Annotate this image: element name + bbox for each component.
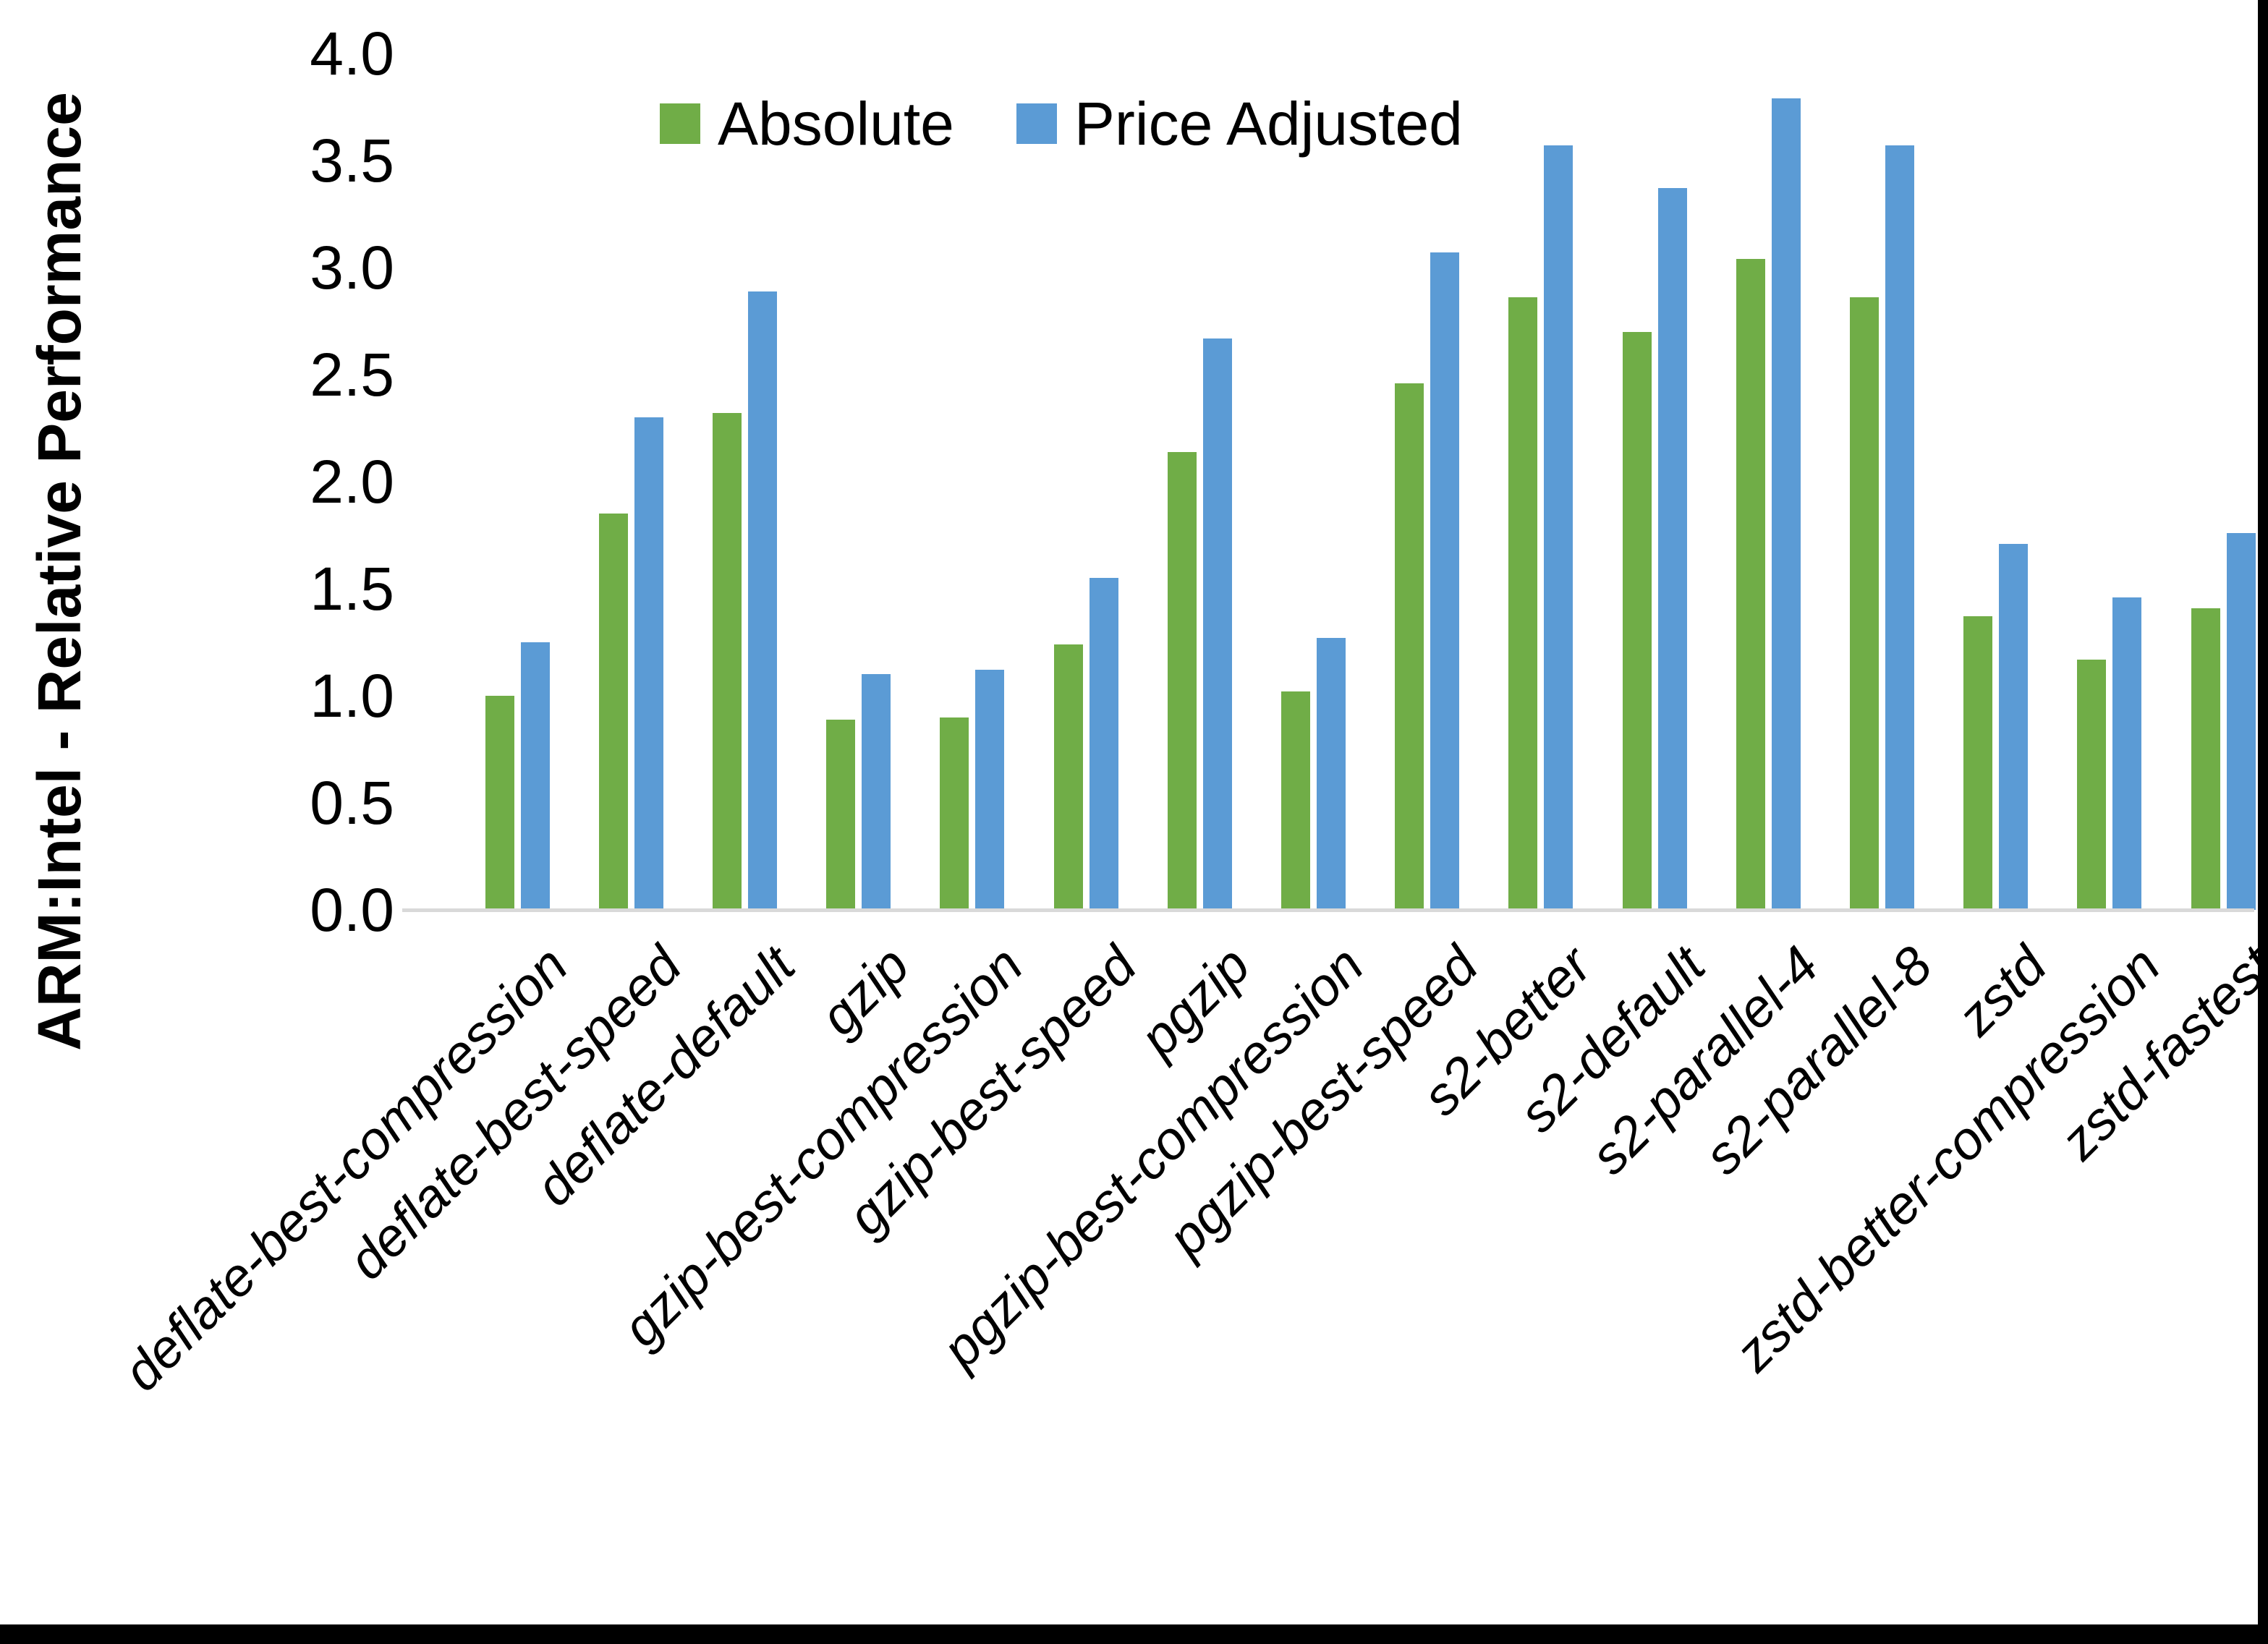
legend-swatch-absolute: [660, 103, 700, 144]
bar-price-adjusted: [975, 670, 1005, 910]
bar-absolute: [1395, 383, 1424, 910]
bar-absolute: [1963, 616, 1993, 910]
y-axis-tick-label: 1.0: [310, 662, 394, 730]
window-edge-bottom: [0, 1624, 2268, 1644]
bar-price-adjusted: [1771, 98, 1801, 910]
legend-label-absolute: Absolute: [718, 90, 954, 158]
bar-absolute: [1622, 332, 1652, 910]
bar-price-adjusted: [1202, 338, 1232, 910]
y-axis-tick-label: 2.5: [310, 341, 394, 409]
y-axis-tick-label: 1.5: [310, 555, 394, 623]
bar-price-adjusted: [520, 642, 550, 910]
y-axis-tick-label: 2.0: [310, 448, 394, 516]
bar-absolute: [712, 413, 742, 910]
bar-absolute: [1849, 297, 1879, 910]
y-axis-title: ARM:Intel - Relative Performance: [25, 92, 93, 1051]
bar-price-adjusted: [2226, 533, 2256, 910]
bar-price-adjusted: [1544, 145, 1573, 910]
bar-absolute: [1508, 297, 1538, 910]
bar-price-adjusted: [862, 674, 891, 910]
legend: Absolute Price Adjusted: [660, 91, 1463, 156]
legend-swatch-price-adjusted: [1016, 103, 1057, 144]
bar-absolute: [598, 514, 628, 910]
y-axis-tick-label: 0.5: [310, 769, 394, 837]
bar-absolute: [940, 717, 969, 910]
bar-price-adjusted: [747, 291, 777, 910]
bar-price-adjusted: [1885, 145, 1914, 910]
bar-absolute: [1736, 259, 1765, 910]
y-axis-tick-label: 3.0: [310, 234, 394, 302]
bar-price-adjusted: [634, 417, 663, 910]
legend-item-price-adjusted: Price Adjusted: [1016, 91, 1463, 156]
bar-absolute: [2191, 608, 2220, 910]
legend-label-price-adjusted: Price Adjusted: [1074, 90, 1463, 158]
bar-price-adjusted: [1316, 638, 1346, 910]
window-edge-right: [2258, 0, 2268, 1644]
bar-price-adjusted: [1089, 578, 1118, 910]
y-axis-tick-label: 0.0: [310, 876, 394, 944]
bar-absolute: [1053, 644, 1083, 910]
y-axis-tick-label: 4.0: [310, 20, 394, 88]
bar-price-adjusted: [2112, 597, 2142, 910]
bar-absolute: [485, 696, 514, 910]
bar-price-adjusted: [1657, 188, 1687, 910]
bar-price-adjusted: [1430, 252, 1460, 910]
bar-price-adjusted: [1999, 544, 2029, 910]
y-axis-tick-label: 3.5: [310, 127, 394, 195]
bar-absolute: [826, 720, 856, 910]
x-axis-line: [402, 908, 2254, 912]
legend-item-absolute: Absolute: [660, 91, 954, 156]
bar-absolute: [1167, 452, 1197, 910]
bar-absolute: [2077, 660, 2107, 910]
bar-absolute: [1280, 691, 1310, 910]
